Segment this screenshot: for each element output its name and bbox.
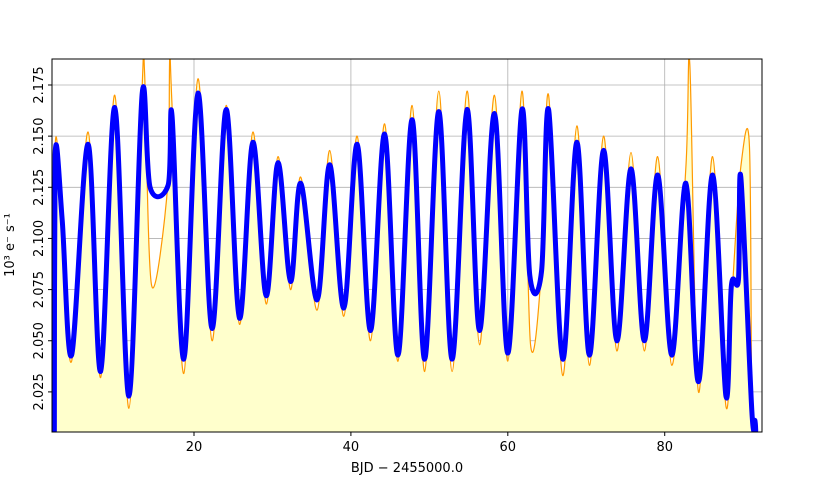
- y-tick-label: 2.100: [32, 220, 47, 257]
- y-tick-label: 2.050: [32, 322, 47, 359]
- y-tick-label: 2.125: [32, 169, 47, 206]
- ticks: 20 40 60 80 2.025 2.050 2.075 2.100 2.125 2.150 2.…: [32, 66, 673, 455]
- x-tick-label: 20: [186, 440, 203, 455]
- y-tick-label: 2.150: [32, 118, 47, 155]
- x-tick-label: 40: [343, 440, 360, 455]
- axes-frame: [51, 58, 763, 433]
- y-tick-label: 2.175: [32, 66, 47, 103]
- x-tick-label: 80: [656, 440, 673, 455]
- series-line: [52, 84, 759, 432]
- y-tick-label: 2.025: [32, 373, 47, 410]
- plot-area: [52, 59, 759, 432]
- y-axis-label: 10³ e⁻ s⁻¹: [3, 213, 18, 277]
- x-axis-label: BJD − 2455000.0: [351, 461, 463, 476]
- x-tick-label: 60: [500, 440, 517, 455]
- y-tick-label: 2.075: [32, 271, 47, 308]
